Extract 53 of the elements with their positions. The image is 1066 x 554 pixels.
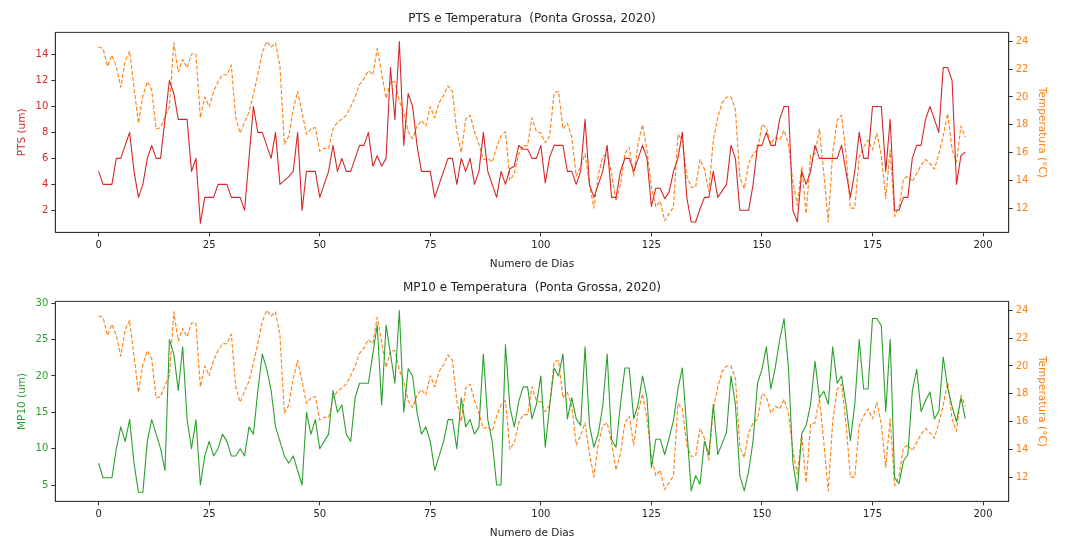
y2-axis-title: Temperatura (°C)	[1036, 354, 1049, 447]
y2-tick-label: 14	[1015, 173, 1029, 185]
y-tick-label: 4	[41, 177, 49, 189]
chart-title: MP10 e Temperatura (Ponta Grossa, 2020)	[402, 280, 662, 295]
x-tick-label: 25	[202, 238, 216, 250]
x-tick-label: 175	[862, 507, 883, 519]
y2-axis-title: Temperatura (°C)	[1036, 85, 1049, 178]
y2-tick-label: 14	[1015, 442, 1029, 454]
y-tick-label: 2	[41, 203, 49, 215]
x-tick-label: 50	[313, 238, 327, 250]
x-tick-label: 75	[423, 507, 437, 519]
y-tick-label: 14	[35, 48, 49, 60]
x-axis-title: Numero de Dias	[489, 526, 575, 539]
x-tick-label: 200	[973, 507, 993, 519]
y-tick-label: 20	[35, 369, 49, 381]
x-axis-title: Numero de Dias	[489, 257, 575, 270]
y2-tick-label: 18	[1015, 387, 1029, 399]
x-tick-label: 150	[752, 238, 772, 250]
y-tick-label: 10	[35, 100, 49, 112]
y2-tick-label: 22	[1015, 62, 1029, 74]
x-tick-label: 25	[202, 507, 216, 519]
x-tick-label: 200	[973, 238, 993, 250]
x-tick-label: 175	[862, 238, 883, 250]
x-tick-label: 0	[95, 507, 102, 519]
y-tick-label: 8	[41, 125, 49, 137]
x-tick-label: 100	[531, 507, 551, 519]
x-tick-label: 75	[423, 238, 437, 250]
y2-tick-label: 24	[1015, 35, 1029, 47]
x-tick-label: 125	[641, 238, 661, 250]
x-tick-label: 0	[95, 238, 102, 250]
y2-tick-label: 16	[1015, 146, 1029, 158]
chart-title: PTS e Temperatura (Ponta Grossa, 2020)	[408, 11, 656, 26]
y2-tick-label: 18	[1015, 118, 1029, 130]
y-tick-label: 12	[35, 74, 49, 86]
y2-tick-label: 20	[1015, 359, 1029, 371]
x-tick-label: 100	[531, 238, 551, 250]
y-tick-label: 25	[35, 333, 49, 345]
y2-tick-label: 16	[1015, 415, 1029, 427]
x-tick-label: 150	[752, 507, 772, 519]
x-tick-label: 50	[313, 507, 327, 519]
y2-tick-label: 20	[1015, 90, 1029, 102]
y-tick-label: 15	[35, 405, 49, 417]
y2-tick-label: 24	[1015, 304, 1029, 316]
y2-tick-label: 12	[1015, 470, 1029, 482]
y-tick-label: 30	[35, 296, 49, 308]
y-tick-label: 10	[35, 442, 49, 454]
y-tick-label: 5	[41, 478, 49, 490]
y2-tick-label: 12	[1015, 201, 1029, 213]
y-axis-title: MP10 (um)	[15, 372, 28, 430]
y2-tick-label: 22	[1015, 331, 1029, 343]
y-tick-label: 6	[41, 151, 49, 163]
y-axis-title: PTS (um)	[15, 108, 28, 157]
x-tick-label: 125	[641, 507, 661, 519]
